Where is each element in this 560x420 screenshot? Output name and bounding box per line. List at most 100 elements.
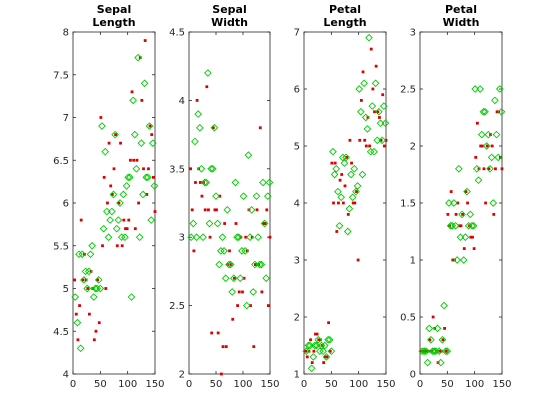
data-point bbox=[451, 258, 455, 262]
series-original bbox=[304, 47, 388, 364]
data-point bbox=[194, 110, 203, 118]
data-point bbox=[92, 338, 96, 342]
data-point bbox=[204, 69, 212, 77]
data-point bbox=[335, 230, 339, 233]
data-point bbox=[109, 190, 118, 199]
data-point bbox=[223, 222, 227, 225]
data-point bbox=[322, 361, 326, 364]
axes-box bbox=[188, 31, 271, 375]
data-point bbox=[432, 347, 440, 356]
data-point bbox=[443, 327, 446, 330]
data-point bbox=[101, 244, 104, 248]
data-point bbox=[334, 187, 342, 196]
data-point bbox=[340, 173, 344, 176]
data-point bbox=[260, 290, 264, 294]
data-point bbox=[234, 222, 238, 225]
y-tick-label: 4 bbox=[179, 96, 185, 107]
data-point bbox=[117, 201, 121, 205]
data-point bbox=[329, 147, 337, 156]
y-tick-label: 0 bbox=[410, 370, 416, 381]
data-point bbox=[244, 151, 253, 159]
series-overlay bbox=[71, 53, 159, 353]
data-point bbox=[76, 338, 80, 342]
data-point bbox=[480, 144, 484, 148]
data-point bbox=[78, 250, 87, 259]
data-point bbox=[263, 222, 267, 225]
x-tick-label: 0 bbox=[186, 379, 192, 390]
data-point bbox=[368, 144, 371, 148]
data-point bbox=[265, 178, 274, 187]
data-point bbox=[361, 70, 365, 74]
data-point bbox=[454, 164, 463, 173]
data-point bbox=[74, 312, 78, 316]
data-point bbox=[479, 144, 483, 148]
data-point bbox=[135, 158, 139, 162]
data-point bbox=[232, 276, 236, 280]
y-tick-label: 2 bbox=[410, 142, 416, 153]
data-point bbox=[264, 192, 272, 200]
data-point bbox=[449, 190, 453, 193]
data-point bbox=[97, 321, 101, 325]
data-point bbox=[489, 133, 492, 136]
data-point bbox=[137, 139, 146, 147]
data-point bbox=[472, 247, 476, 250]
data-point bbox=[445, 199, 453, 207]
y-tick-label: 8 bbox=[63, 28, 69, 39]
data-point bbox=[309, 338, 312, 342]
data-point bbox=[223, 206, 232, 214]
data-point bbox=[126, 173, 134, 182]
data-point bbox=[148, 139, 157, 147]
data-point bbox=[220, 247, 228, 255]
data-point bbox=[96, 278, 99, 282]
data-point bbox=[76, 344, 85, 353]
data-point bbox=[443, 347, 452, 356]
y-tick-label: 2.5 bbox=[169, 301, 185, 312]
data-point bbox=[125, 227, 129, 231]
data-point bbox=[351, 201, 355, 205]
data-point bbox=[143, 39, 147, 42]
y-tick-label: 2 bbox=[294, 313, 300, 324]
data-point bbox=[338, 153, 347, 162]
data-point bbox=[373, 110, 376, 114]
subplot-title: Length bbox=[92, 16, 135, 29]
data-point bbox=[228, 288, 237, 296]
data-point bbox=[112, 224, 121, 233]
data-point bbox=[425, 349, 428, 353]
data-point bbox=[459, 224, 463, 228]
data-point bbox=[150, 182, 159, 190]
data-point bbox=[127, 293, 136, 301]
data-point bbox=[262, 274, 271, 283]
subplot-title: Length bbox=[323, 16, 366, 29]
data-point bbox=[471, 235, 474, 239]
data-point bbox=[306, 341, 314, 350]
data-point bbox=[366, 147, 375, 156]
y-tick-label: 2 bbox=[179, 370, 185, 381]
data-point bbox=[353, 201, 357, 205]
data-point bbox=[134, 53, 142, 62]
data-point bbox=[369, 47, 373, 51]
data-point bbox=[378, 136, 387, 145]
data-point bbox=[461, 233, 470, 242]
data-point bbox=[215, 208, 218, 212]
data-point bbox=[427, 335, 435, 344]
data-point bbox=[490, 144, 494, 148]
data-point bbox=[107, 207, 116, 216]
data-point bbox=[435, 347, 443, 356]
y-tick-label: 3.5 bbox=[169, 164, 185, 175]
data-point bbox=[135, 233, 144, 242]
subplot-title: Sepal bbox=[212, 3, 246, 16]
data-point bbox=[370, 147, 378, 156]
y-tick-label: 4.5 bbox=[169, 28, 185, 39]
data-point bbox=[327, 347, 336, 356]
data-point bbox=[145, 122, 154, 130]
data-point bbox=[304, 341, 313, 350]
data-point bbox=[231, 178, 240, 187]
data-point bbox=[484, 201, 487, 205]
data-point bbox=[250, 235, 254, 239]
data-point bbox=[192, 233, 201, 242]
data-point bbox=[106, 201, 109, 205]
data-point bbox=[453, 256, 462, 264]
data-point bbox=[104, 233, 113, 242]
data-point bbox=[304, 349, 308, 353]
